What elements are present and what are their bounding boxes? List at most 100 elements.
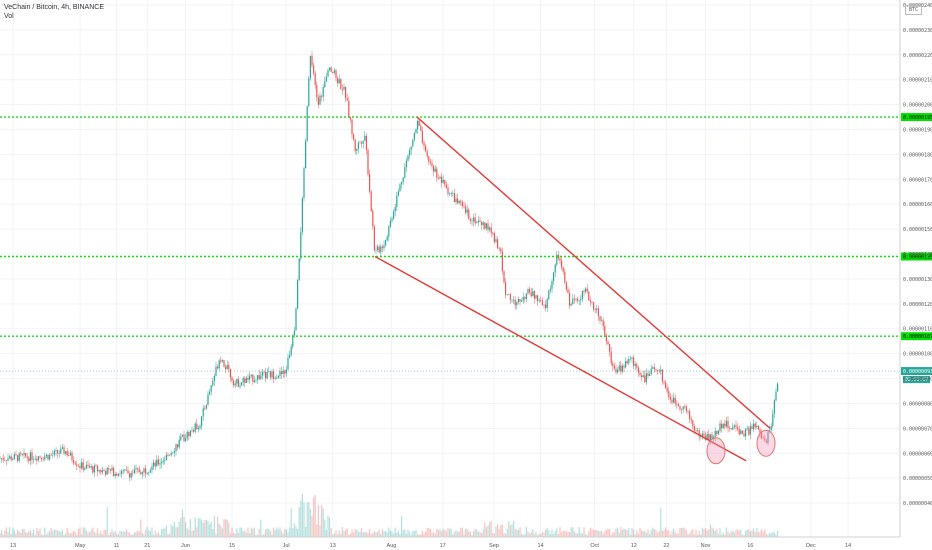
candle-body: [599, 315, 601, 321]
volume-bar: [759, 531, 761, 537]
candle-body: [546, 299, 548, 309]
volume-bar: [717, 533, 719, 537]
candle-body: [293, 330, 295, 336]
volume-bar: [709, 524, 711, 537]
candle-body: [73, 459, 75, 464]
volume-bar: [490, 520, 492, 537]
candle-body: [90, 466, 92, 468]
candle-body: [10, 456, 12, 461]
volume-bar: [481, 532, 483, 537]
volume-bar: [244, 530, 246, 537]
volume-bar: [553, 533, 555, 537]
volume-bar: [437, 529, 439, 537]
level-price-label: 0.00000195: [903, 115, 932, 121]
candle-body: [205, 404, 207, 409]
x-tick-label: Sep: [489, 543, 499, 549]
volume-bar: [474, 528, 476, 537]
volume-bar: [578, 527, 580, 537]
candle-body: [162, 460, 164, 463]
candle-body: [346, 98, 348, 101]
candle-body: [87, 464, 89, 466]
volume-bar: [186, 528, 188, 537]
candle-body: [529, 289, 531, 293]
candle-body: [522, 297, 524, 301]
volume-bar: [218, 523, 220, 537]
volume-bar: [767, 534, 769, 537]
candle-body: [492, 232, 494, 234]
candle-body: [116, 474, 118, 476]
candle-body: [541, 300, 543, 305]
time-axis[interactable]: 13 May 11 21 Jun 15 Jul 13 Aug 17 Sep 14 Oct 12 22 Nov 1…: [0, 536, 900, 549]
volume-bar: [693, 534, 695, 537]
volume-bar: [332, 534, 334, 537]
candle-body: [727, 420, 729, 428]
candle-body: [282, 370, 284, 375]
volume-bar: [561, 532, 563, 537]
volume-bar: [505, 533, 507, 537]
volume-indicator-label[interactable]: Vol: [4, 13, 14, 20]
volume-bar: [228, 522, 230, 537]
candle-body: [324, 81, 326, 88]
volume-bar: [589, 528, 591, 537]
candle-body: [383, 245, 385, 249]
volume-bar: [194, 517, 196, 537]
candle-body: [271, 371, 273, 378]
volume-bar: [450, 528, 452, 537]
volume-bar: [375, 532, 377, 537]
x-tick-label: 11: [114, 543, 120, 549]
y-tick-label: 0.00000160: [903, 202, 932, 208]
volume-bar: [66, 527, 68, 537]
volume-bar: [82, 527, 84, 537]
volume-bar: [660, 507, 662, 537]
candle-body: [103, 470, 105, 472]
volume-bar: [397, 530, 399, 537]
volume-bar: [197, 518, 199, 537]
volume-bar: [285, 529, 287, 537]
volume-bar: [565, 532, 567, 537]
volume-bar: [162, 528, 164, 537]
volume-bar: [575, 533, 577, 537]
candle-body: [733, 425, 735, 427]
volume-bar: [701, 527, 703, 537]
candle-body: [167, 454, 169, 456]
volume-bar: [324, 519, 326, 537]
volume-bar: [540, 533, 542, 537]
volume-bar: [506, 528, 508, 537]
volume-bar: [242, 531, 244, 537]
price-axis[interactable]: 0.000002400.000002300.000002200.00000210…: [899, 0, 932, 537]
candle-body: [517, 298, 519, 303]
volume-bar: [487, 525, 489, 537]
candle-body: [306, 106, 308, 142]
candle-body: [749, 426, 751, 435]
highlight-circle: [706, 437, 726, 465]
candle-body: [410, 146, 412, 151]
candle-body: [149, 470, 151, 473]
volume-bar: [469, 531, 471, 537]
candle-body: [49, 454, 51, 460]
volume-bar: [345, 529, 347, 537]
volume-bar: [599, 531, 601, 537]
candle-body: [212, 381, 214, 386]
candle-body: [5, 460, 7, 461]
candle-body: [378, 246, 380, 253]
volume-bar: [377, 532, 379, 537]
volume-bar: [511, 524, 513, 537]
volume-bar: [698, 530, 700, 537]
volume-bar: [365, 532, 367, 537]
candle-body: [751, 426, 753, 430]
candle-body: [756, 425, 758, 428]
candle-body: [738, 429, 740, 435]
candle-body: [81, 462, 83, 469]
candle-body: [297, 280, 299, 309]
volume-bar: [261, 534, 263, 537]
candle-body: [226, 365, 228, 370]
candle-body: [17, 455, 19, 461]
volume-bar: [325, 529, 327, 537]
highlight-circles: [706, 429, 776, 465]
volume-bar: [433, 532, 435, 537]
volume-bar: [770, 533, 772, 537]
candle-body: [29, 452, 31, 462]
currency-badge[interactable]: BTC: [905, 5, 923, 15]
volume-bar: [351, 529, 353, 537]
